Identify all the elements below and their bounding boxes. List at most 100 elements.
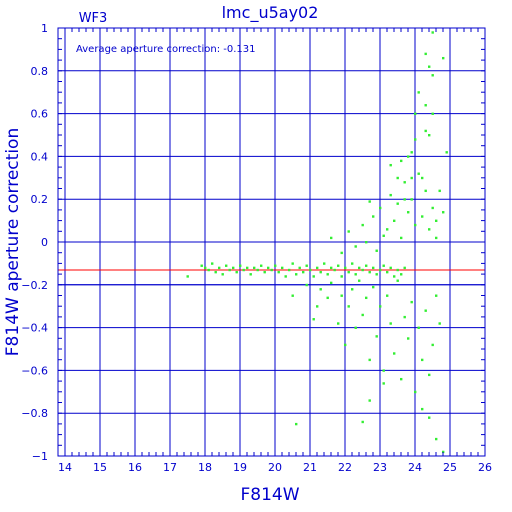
data-point [431, 112, 434, 115]
data-point [295, 273, 298, 276]
data-point [389, 163, 392, 167]
data-point [284, 275, 287, 278]
data-point [207, 268, 210, 272]
data-point [375, 273, 378, 276]
data-point [421, 358, 424, 362]
data-point [291, 262, 294, 265]
data-point [421, 176, 424, 180]
data-point [312, 318, 315, 321]
data-point [214, 270, 217, 274]
data-point [431, 206, 434, 210]
data-point [424, 52, 427, 56]
data-point [438, 322, 441, 325]
data-point [407, 337, 410, 340]
data-point [424, 104, 427, 107]
data-point [400, 159, 403, 163]
data-point [396, 202, 399, 205]
data-point [365, 296, 368, 300]
data-point [186, 275, 189, 278]
y-tick-label: 1 [41, 22, 48, 35]
data-point [386, 294, 389, 297]
data-point [225, 264, 228, 267]
data-point [319, 288, 322, 291]
data-point [340, 275, 343, 278]
data-point [393, 352, 396, 355]
y-tick-label: 0.8 [31, 65, 49, 78]
data-point [417, 172, 420, 175]
data-point [396, 268, 399, 272]
data-point [281, 266, 284, 270]
data-point [319, 270, 322, 274]
data-point [274, 264, 277, 267]
data-point [260, 264, 263, 267]
chart-title: lmc_u5ay02 [222, 3, 319, 23]
data-point [407, 211, 410, 214]
data-point [354, 245, 357, 248]
data-point [431, 74, 434, 77]
data-point [428, 228, 431, 231]
y-tick-label: −0.6 [21, 364, 48, 377]
data-point [263, 270, 266, 274]
data-point [302, 270, 305, 274]
data-point [340, 294, 343, 297]
x-tick-label: 16 [128, 461, 142, 474]
average-annotation: Average aperture correction: -0.131 [76, 44, 256, 55]
data-point [403, 198, 406, 201]
data-point [382, 382, 385, 385]
y-axis-title: F814W aperture correction [3, 128, 23, 356]
data-point [442, 56, 445, 60]
data-point [351, 262, 354, 265]
data-point [312, 275, 315, 278]
data-point [361, 420, 364, 424]
data-point [337, 264, 340, 267]
data-point [218, 266, 221, 270]
data-point [354, 273, 357, 276]
data-point [375, 249, 378, 252]
data-point [442, 450, 445, 454]
data-point [326, 273, 329, 276]
data-point [375, 335, 378, 338]
data-point [330, 281, 333, 285]
data-point [368, 200, 371, 203]
data-point [393, 219, 396, 222]
data-point [396, 176, 399, 180]
data-point [445, 151, 448, 154]
data-point [256, 268, 259, 272]
data-point [347, 230, 350, 233]
x-tick-label: 23 [373, 461, 387, 474]
data-point [400, 377, 403, 381]
data-point [368, 358, 371, 362]
data-point [379, 206, 382, 210]
data-point [382, 264, 385, 267]
data-point [414, 390, 417, 394]
x-tick-label: 17 [163, 461, 177, 474]
data-point [211, 262, 214, 265]
x-tick-label: 21 [303, 461, 317, 474]
x-tick-label: 19 [233, 461, 247, 474]
data-point [267, 266, 270, 270]
data-point [316, 305, 319, 308]
data-point [393, 275, 396, 278]
data-point [368, 270, 371, 274]
reference-lines [58, 269, 485, 286]
data-point [389, 193, 392, 197]
data-point [403, 181, 406, 184]
data-point [435, 437, 438, 441]
data-point [403, 266, 406, 270]
data-point [253, 266, 256, 270]
data-point [389, 322, 392, 325]
data-point [309, 268, 312, 272]
data-point [421, 407, 424, 411]
y-tick-label: 0.2 [31, 193, 49, 206]
data-point [379, 305, 382, 308]
data-point [431, 31, 434, 34]
data-point [204, 266, 207, 270]
data-point [382, 369, 385, 372]
data-point [347, 305, 350, 308]
data-point [365, 264, 368, 267]
axis-ticks: 14 15 16 17 18 19 20 21 22 23 24 25 26 −1 −0.8 −0.6 −0.4… [21, 22, 492, 474]
data-point [400, 236, 403, 240]
data-points [186, 31, 448, 454]
data-point [382, 234, 385, 237]
data-point [242, 268, 245, 272]
